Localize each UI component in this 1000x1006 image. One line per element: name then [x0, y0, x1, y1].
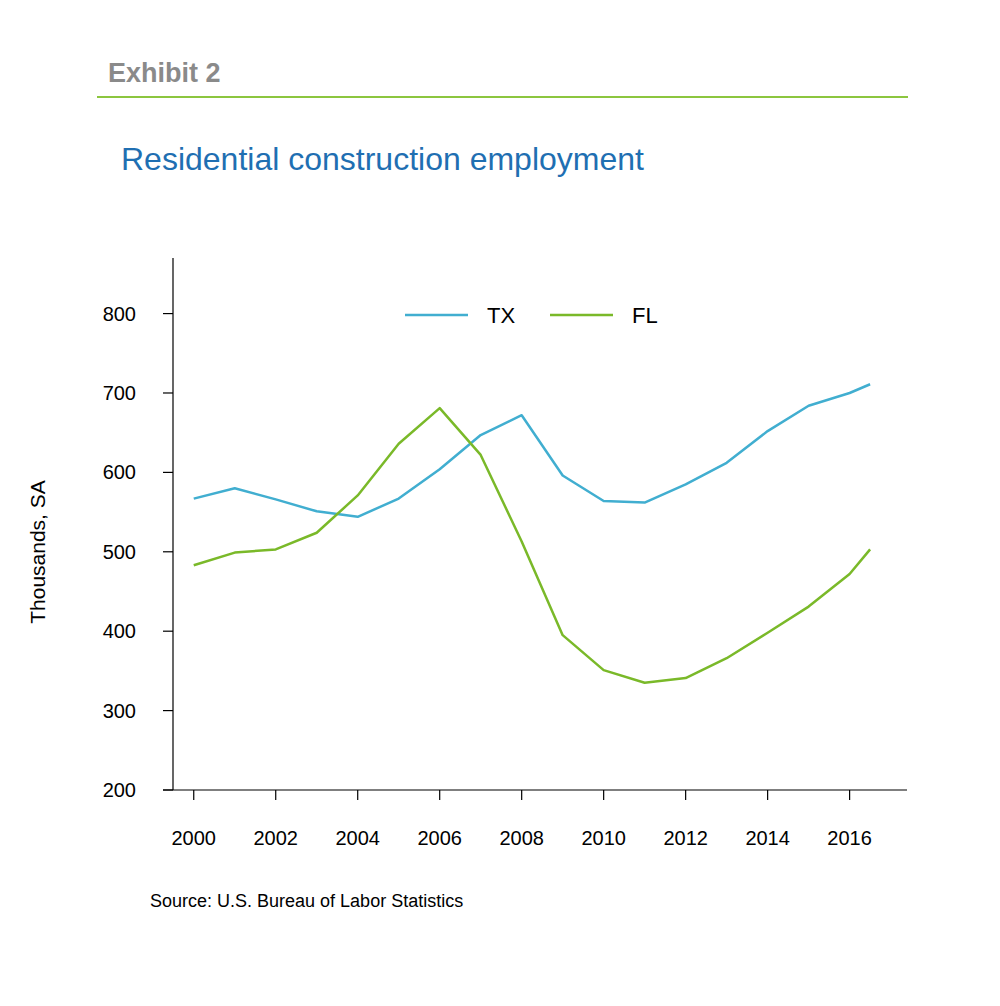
x-tick-label: 2000 — [171, 827, 216, 849]
title: Residential construction employment — [121, 141, 644, 177]
legend-label: FL — [632, 303, 658, 328]
x-tick — [275, 790, 276, 800]
y-tick — [163, 789, 173, 790]
y-tick-label: 200 — [103, 779, 136, 801]
legend-swatch — [405, 314, 468, 317]
y-tick-label: 700 — [103, 382, 136, 404]
x-tick — [685, 790, 686, 800]
series-line — [194, 408, 870, 683]
x-tick-label: 2008 — [499, 827, 544, 849]
exhibit-label: Exhibit 2 — [108, 58, 221, 88]
y-tick-label: 300 — [103, 700, 136, 722]
y-tick — [163, 392, 173, 393]
x-tick-label: 2012 — [663, 827, 708, 849]
x-tick — [439, 790, 440, 800]
x-tick — [767, 790, 768, 800]
x-tick-label: 2016 — [827, 827, 872, 849]
x-tick-label: 2014 — [745, 827, 790, 849]
y-tick — [163, 710, 173, 711]
x-tick — [521, 790, 522, 800]
legend-label: TX — [487, 303, 515, 328]
x-tick-label: 2010 — [581, 827, 626, 849]
x-tick-label: 2006 — [417, 827, 462, 849]
x-tick — [193, 790, 194, 800]
legend-swatch — [550, 314, 613, 317]
x-axis — [163, 789, 907, 790]
x-tick-label: 2002 — [253, 827, 298, 849]
source-note: Source: U.S. Bureau of Labor Statistics — [150, 891, 463, 911]
x-tick — [603, 790, 604, 800]
header-rule — [97, 96, 908, 98]
y-tick-label: 400 — [103, 620, 136, 642]
y-tick-label: 600 — [103, 461, 136, 483]
y-axis-label: Thousands, SA — [26, 480, 49, 624]
y-tick — [163, 631, 173, 632]
y-tick-label: 800 — [103, 303, 136, 325]
series-line — [194, 384, 870, 517]
y-tick — [163, 551, 173, 552]
x-tick-label: 2004 — [335, 827, 380, 849]
plot-lines — [194, 384, 870, 683]
chart: Exhibit 2 Residential construction employ… — [0, 0, 1000, 1006]
x-tick — [849, 790, 850, 800]
y-tick — [163, 313, 173, 314]
x-tick — [357, 790, 358, 800]
y-tick-label: 500 — [103, 541, 136, 563]
y-tick — [163, 472, 173, 473]
